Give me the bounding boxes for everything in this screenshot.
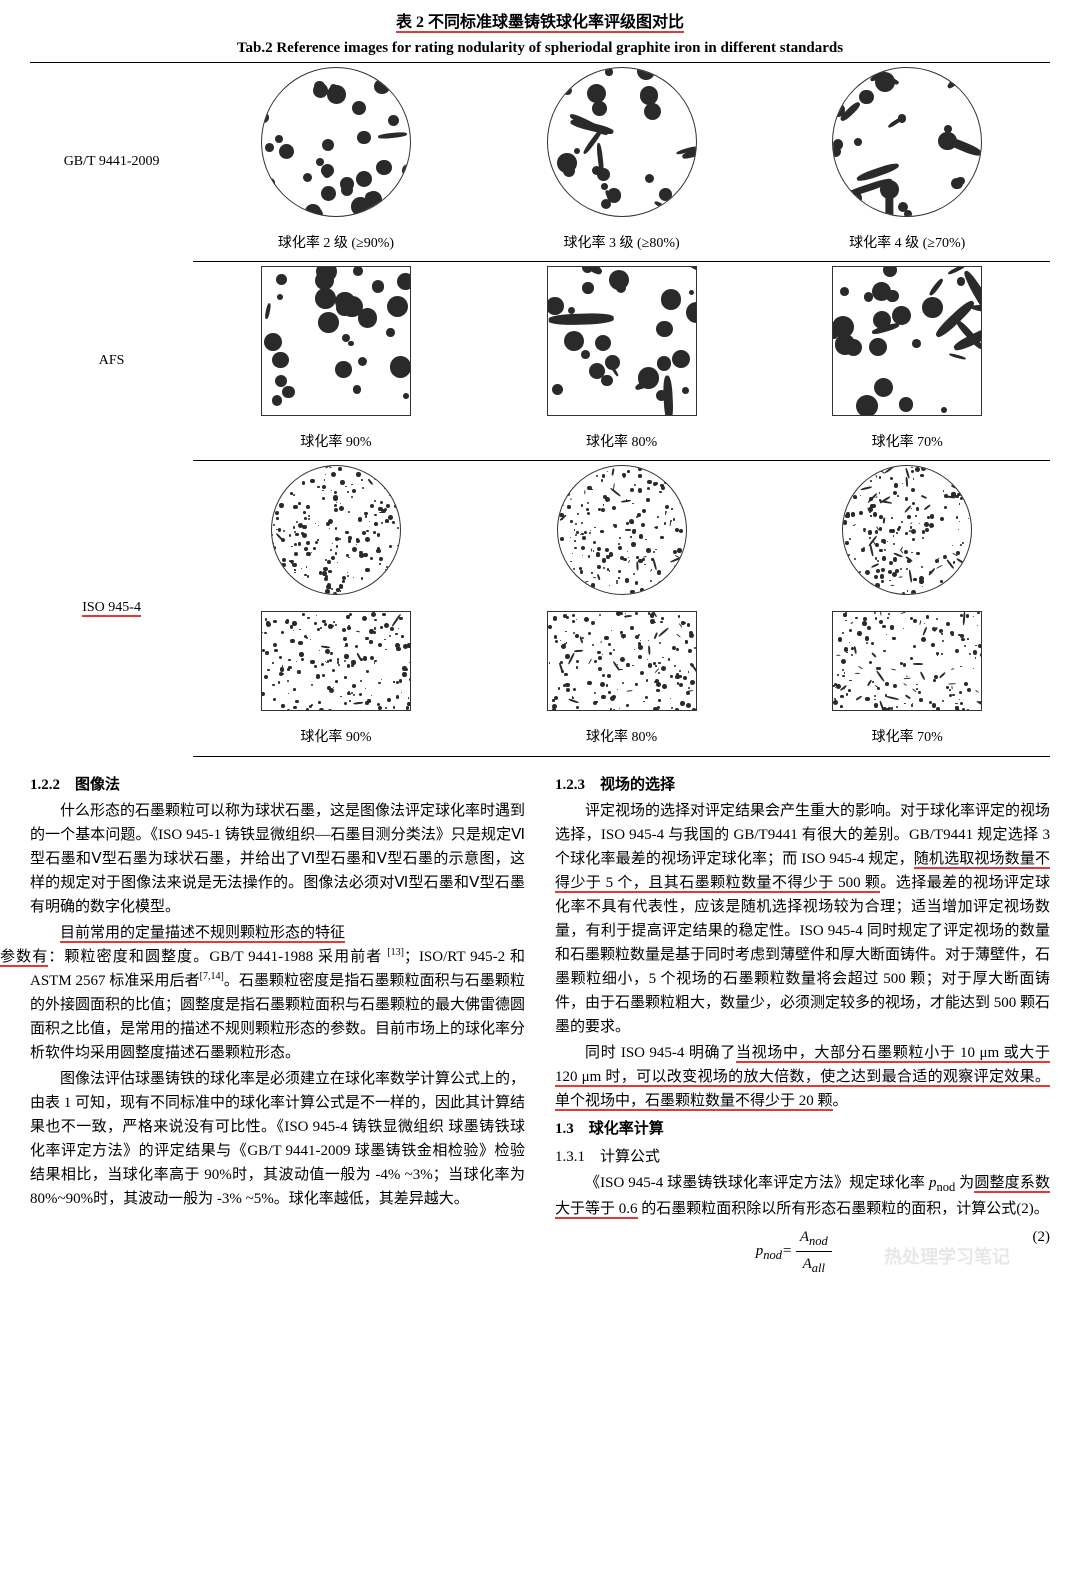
watermark: 热处理学习笔记 — [884, 1243, 1010, 1272]
left-column: 1.2.2 图像法 什么形态的石墨颗粒可以称为球状石墨，这是图像法评定球化率时遇… — [30, 769, 525, 1282]
micrograph-iso-70c — [842, 465, 972, 595]
caption-afs-3: 球化率 70% — [764, 428, 1050, 461]
row-label-gbt: GB/T 9441-2009 — [30, 62, 193, 261]
caption-iso-2: 球化率 80% — [479, 723, 765, 756]
left-p3: 图像法评估球墨铸铁的球化率是必须建立在球化率数学计算公式上的，由表 1 可知，现… — [30, 1067, 525, 1211]
micrograph-iso-90c — [271, 465, 401, 595]
right-p3: 《ISO 945-4 球墨铸铁球化率评定方法》规定球化率 pnod 为圆整度系数… — [555, 1171, 1050, 1221]
caption-iso-1: 球化率 90% — [193, 723, 479, 756]
heading-1-2-2: 1.2.2 图像法 — [30, 773, 525, 797]
caption-afs-1: 球化率 90% — [193, 428, 479, 461]
left-p1: 什么形态的石墨颗粒可以称为球状石墨，这是图像法评定球化率时遇到的一个基本问题。《… — [30, 799, 525, 919]
heading-1-3: 1.3 球化率计算 — [555, 1117, 1050, 1141]
micrograph-iso-90s — [261, 611, 411, 711]
micrograph-gbt-70 — [832, 67, 982, 217]
caption-gbt-3: 球化率 4 级 (≥70%) — [764, 229, 1050, 262]
row-label-iso: ISO 945-4 — [30, 461, 193, 756]
micrograph-gbt-90 — [261, 67, 411, 217]
caption-afs-2: 球化率 80% — [479, 428, 765, 461]
micrograph-afs-90 — [261, 266, 411, 416]
row-label-afs: AFS — [30, 261, 193, 460]
left-p2: 目前常用的定量描述不规则颗粒形态的特征参数有：颗粒密度和圆整度。GB/T 944… — [30, 921, 525, 1065]
micrograph-afs-70 — [832, 266, 982, 416]
right-column: 1.2.3 视场的选择 评定视场的选择对评定结果会产生重大的影响。对于球化率评定… — [555, 769, 1050, 1282]
right-p2: 同时 ISO 945-4 明确了当视场中，大部分石墨颗粒小于 10 μm 或大于… — [555, 1041, 1050, 1113]
micrograph-iso-70s — [832, 611, 982, 711]
micrograph-afs-80 — [547, 266, 697, 416]
micrograph-gbt-80 — [547, 67, 697, 217]
heading-1-3-1: 1.3.1 计算公式 — [555, 1145, 1050, 1169]
micrograph-iso-80c — [557, 465, 687, 595]
right-p1: 评定视场的选择对评定结果会产生重大的影响。对于球化率评定的视场选择，ISO 94… — [555, 799, 1050, 1039]
caption-gbt-1: 球化率 2 级 (≥90%) — [193, 229, 479, 262]
reference-table: GB/T 9441-2009 球化率 2 级 (≥90%) 球化率 3 级 (≥… — [30, 62, 1050, 757]
micrograph-iso-80s — [547, 611, 697, 711]
caption-iso-3: 球化率 70% — [764, 723, 1050, 756]
table-caption-cn: 表 2 不同标准球墨铸铁球化率评级图对比 — [396, 14, 684, 33]
text-columns: 1.2.2 图像法 什么形态的石墨颗粒可以称为球状石墨，这是图像法评定球化率时遇… — [30, 769, 1050, 1282]
table-caption-en: Tab.2 Reference images for rating nodula… — [237, 40, 843, 56]
caption-gbt-2: 球化率 3 级 (≥80%) — [479, 229, 765, 262]
heading-1-2-3: 1.2.3 视场的选择 — [555, 773, 1050, 797]
